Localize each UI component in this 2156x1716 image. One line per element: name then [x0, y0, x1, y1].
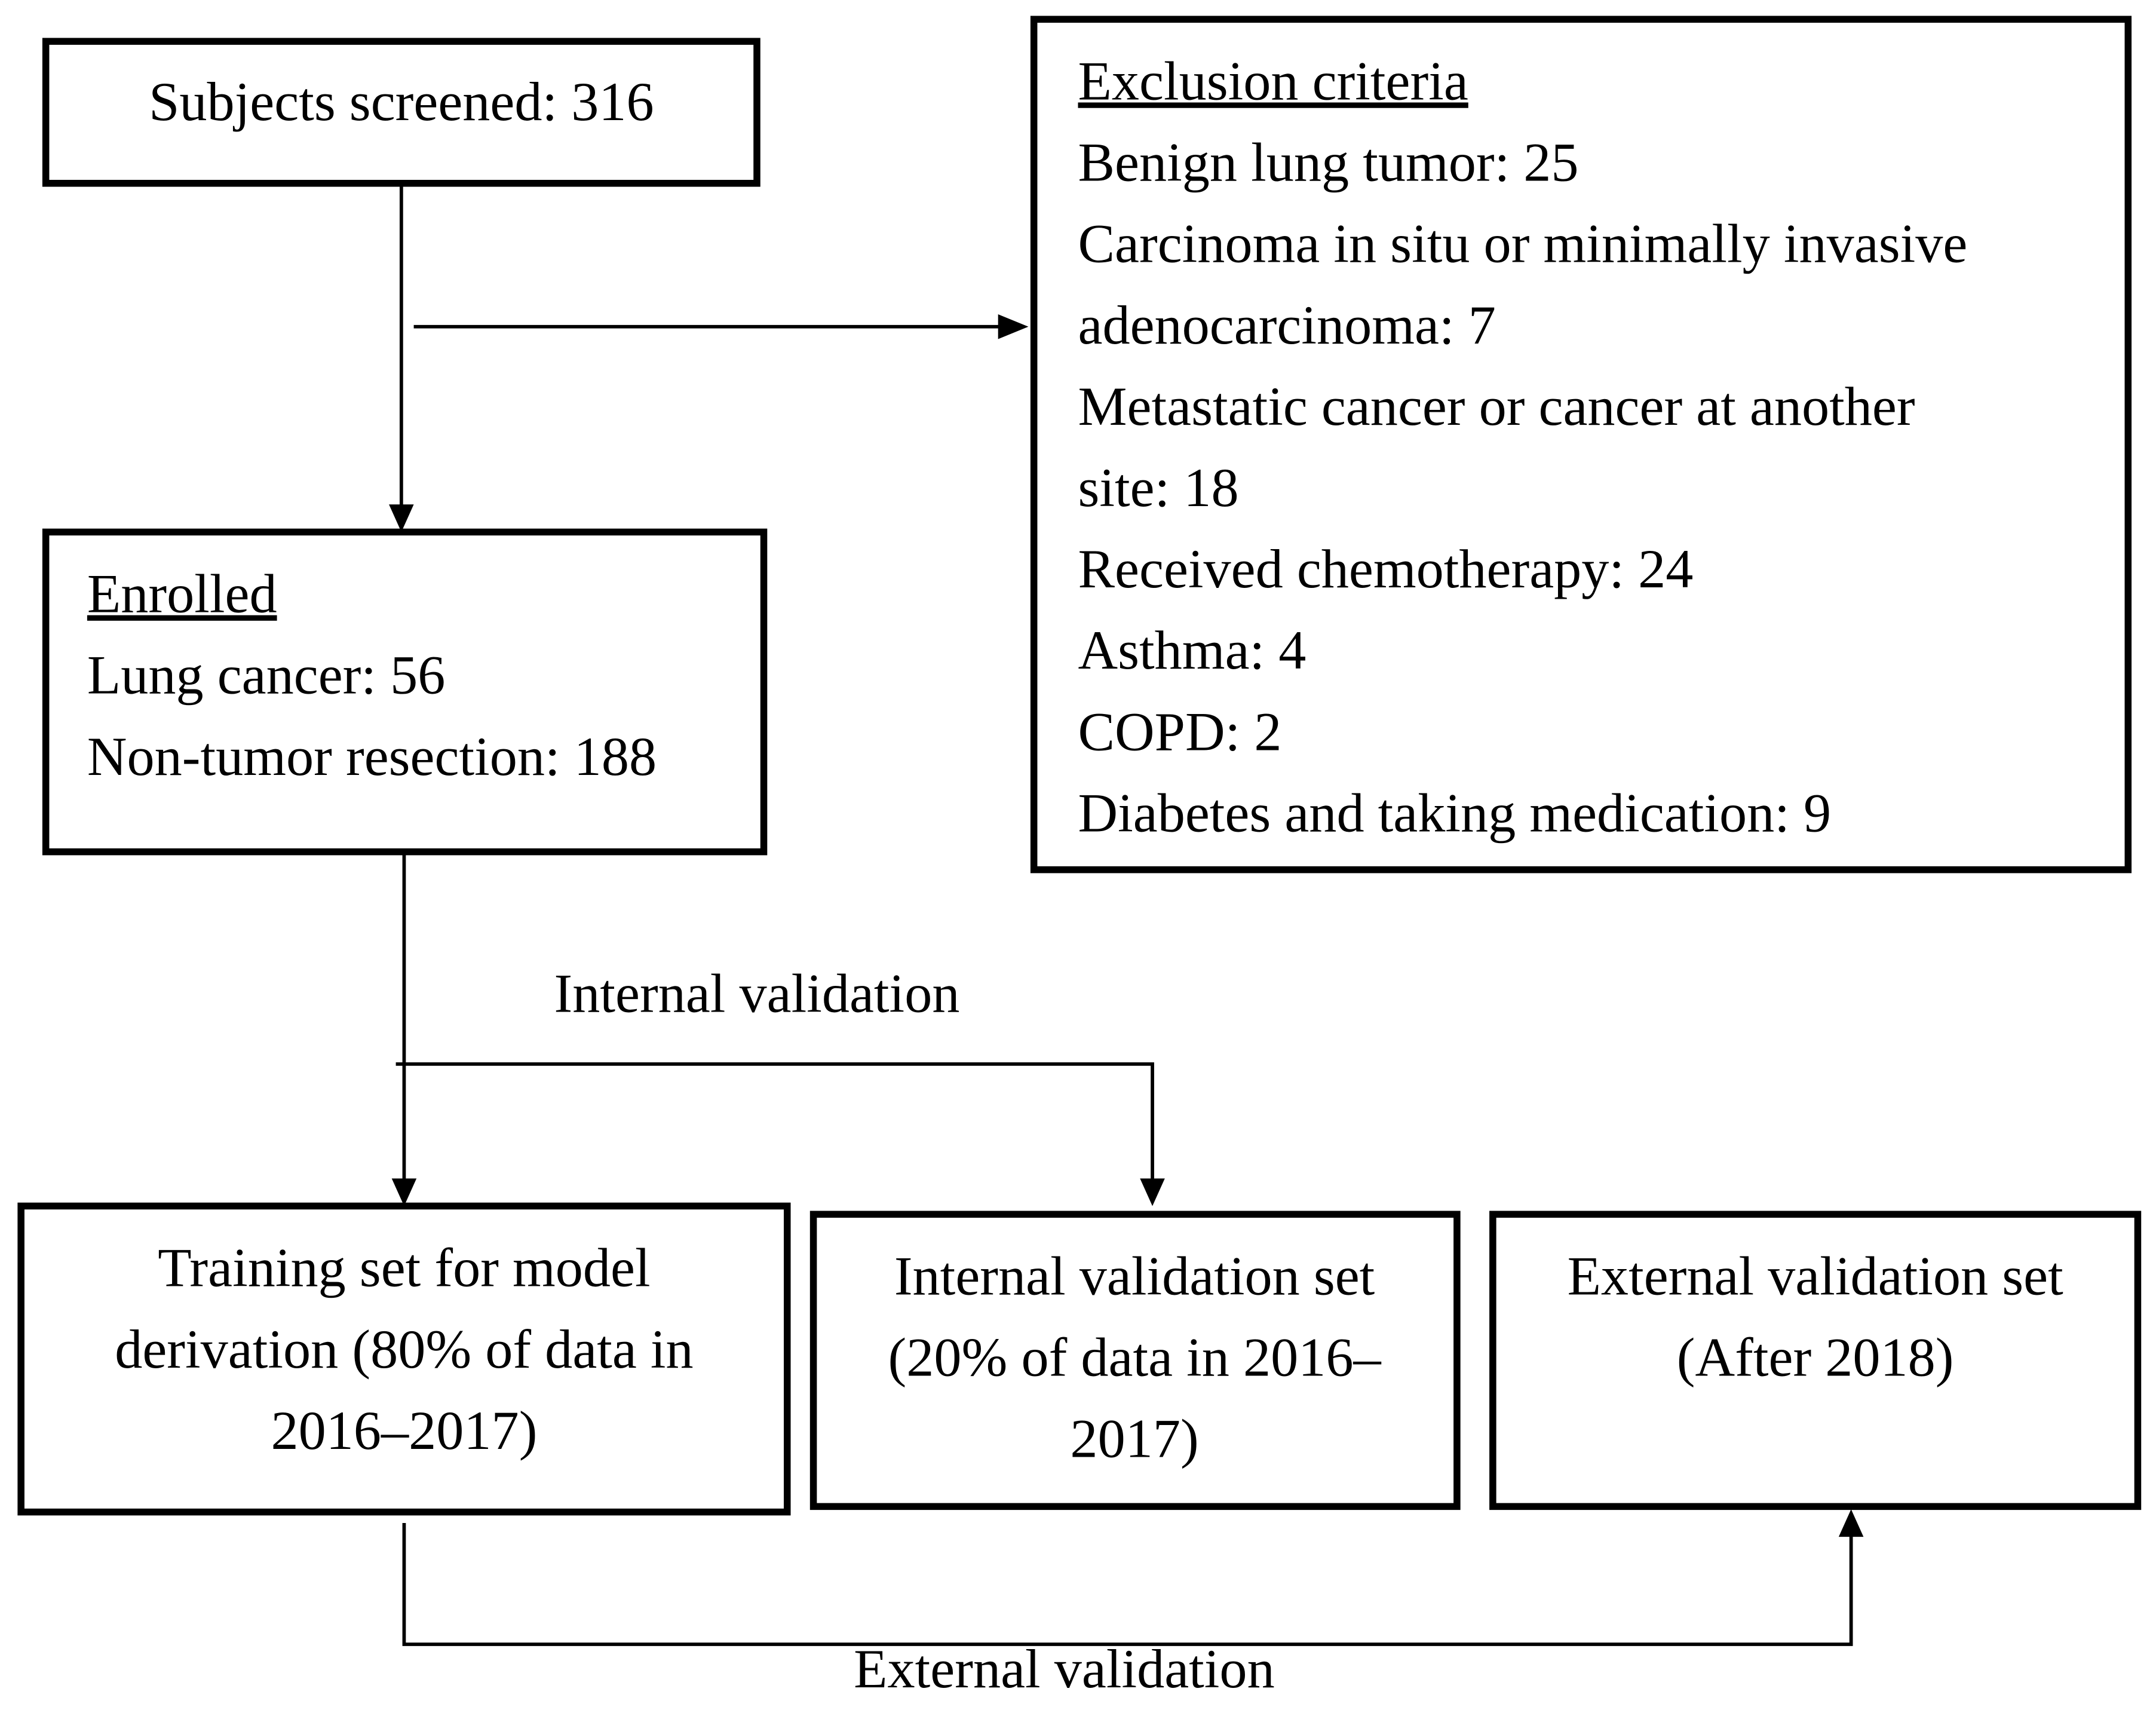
node-line: 2017)	[1070, 1408, 1198, 1469]
node-line: Internal validation set	[894, 1246, 1375, 1307]
node-line: Lung cancer: 56	[87, 645, 445, 706]
exclusion-lines: Benign lung tumor: 25 Carcinoma in situ o…	[1078, 132, 1968, 844]
arrow-head	[998, 314, 1029, 339]
arrow-head	[1838, 1509, 1864, 1537]
node-line: Received chemotherapy: 24	[1078, 538, 1694, 599]
node-line: site: 18	[1078, 457, 1239, 518]
arrow-head	[389, 504, 414, 532]
internal-box	[809, 1211, 1461, 1510]
node-line: Carcinoma in situ or minimally invasive	[1078, 213, 1968, 274]
node-line: derivation (80% of data in	[115, 1319, 693, 1380]
node-line: Diabetes and taking medication: 9	[1078, 782, 1832, 843]
node-title: Enrolled	[87, 563, 277, 624]
node-line: Asthma: 4	[1078, 620, 1307, 681]
arrow-line	[402, 1523, 1853, 1646]
node-line: (After 2018)	[1677, 1327, 1954, 1388]
edge-label: Internal validation	[554, 963, 960, 1024]
external-box	[1489, 1211, 2142, 1510]
node-line: 2016–2017)	[271, 1400, 538, 1461]
external-lines: External validation set (After 2018)	[1568, 1246, 2063, 1388]
internal-lines: Internal validation set (20% of data in 2…	[888, 1246, 1382, 1469]
node-line: (20% of data in 2016–	[888, 1327, 1382, 1388]
arrow-line	[395, 1062, 1154, 1181]
node-label: Subjects screened: 316	[149, 71, 654, 132]
node-line: Benign lung tumor: 25	[1078, 132, 1579, 193]
connectors	[389, 183, 1864, 1646]
enrolled-lines: Lung cancer: 56 Non-tumor resection: 188	[87, 645, 657, 787]
exclusion-box	[1030, 16, 2132, 874]
node-line: External validation set	[1568, 1246, 2063, 1307]
node-line: Training set for model	[158, 1237, 650, 1298]
arrow-head	[391, 1178, 417, 1206]
node-line: Non-tumor resection: 188	[87, 726, 657, 787]
node-line: adenocarcinoma: 7	[1078, 295, 1496, 356]
node-title: Exclusion criteria	[1078, 51, 1468, 112]
training-lines: Training set for model derivation (80% of…	[115, 1237, 693, 1461]
arrow-head	[1140, 1178, 1165, 1206]
node-line: COPD: 2	[1078, 701, 1282, 762]
edge-label: External validation	[854, 1638, 1275, 1699]
node-line: Metastatic cancer or cancer at another	[1078, 376, 1915, 437]
